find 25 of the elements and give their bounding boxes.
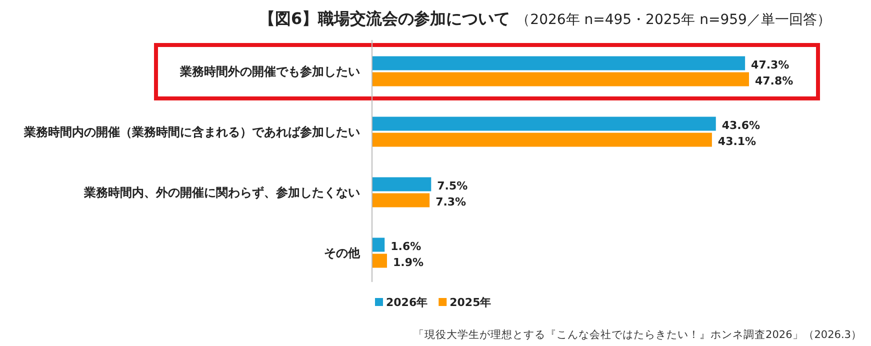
- data-label: 1.6%: [390, 240, 422, 253]
- bar: [372, 177, 432, 192]
- data-label: 7.5%: [437, 179, 468, 192]
- data-label: 47.3%: [751, 58, 790, 72]
- bar: [372, 254, 387, 268]
- y-tick-label: 業務時間外の開催でも参加したい: [179, 64, 360, 78]
- legend-label: 2025年: [450, 296, 492, 309]
- bar: [372, 238, 385, 252]
- bar: [372, 116, 716, 131]
- chart-subtitle: （2026年 n=495・2025年 n=959／単一回答）: [516, 12, 831, 28]
- data-label: 43.6%: [722, 118, 760, 132]
- bar: [372, 72, 749, 86]
- data-label: 47.8%: [755, 74, 794, 88]
- data-label: 43.1%: [718, 134, 756, 148]
- bar: [372, 193, 430, 208]
- bar: [372, 56, 746, 70]
- chart-title: 【図6】職場交流会の参加について: [259, 9, 510, 28]
- text: 「現役大学生が理想とする『こんな会社ではたらきたい！』ホンネ調査2026」（2026.3）: [414, 328, 862, 341]
- y-tick-label: 業務時間内、外の開催に関わらず、参加したくない: [83, 185, 360, 200]
- y-tick-label: その他: [324, 246, 361, 260]
- bar: [372, 132, 712, 147]
- y-tick-label: 業務時間内の開催（業務時間に含まれる）であれば参加したい: [23, 124, 360, 139]
- data-label: 7.3%: [436, 195, 466, 208]
- legend-label: 2026年: [386, 296, 428, 309]
- data-label: 1.9%: [392, 256, 424, 269]
